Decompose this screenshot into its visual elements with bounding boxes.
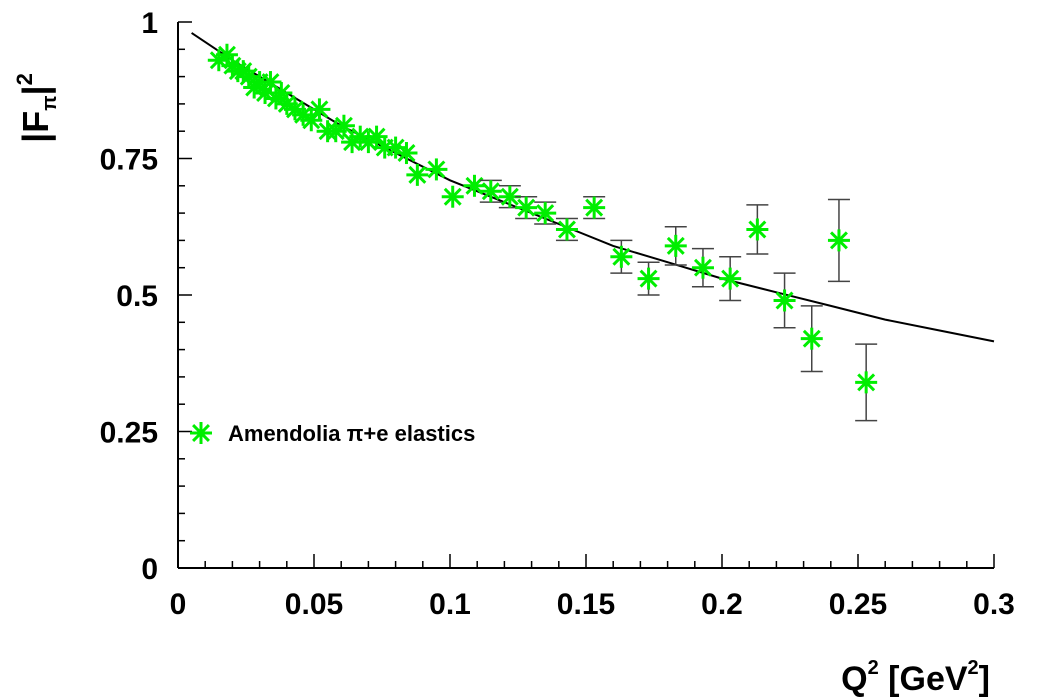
marker-stroke <box>500 187 519 206</box>
y-axis-title-sub: π <box>39 95 61 110</box>
marker-stroke <box>302 111 321 130</box>
marker-stroke <box>386 138 405 157</box>
legend-label: Amendolia π+e elastics <box>228 421 475 446</box>
data-point <box>441 185 464 208</box>
marker-stroke <box>802 329 821 348</box>
data-point <box>534 201 557 225</box>
axis-tick-labels: 0 0.05 0.1 0.15 0.2 0.25 0.3 0 0.25 0.5 0.75 1 <box>100 7 1015 621</box>
x-tick-label: 0.05 <box>285 588 343 621</box>
data-point <box>610 239 633 274</box>
x-axis-title-unit-close: ] <box>979 660 990 697</box>
x-tick-label: 0 <box>170 588 187 621</box>
data-point <box>406 163 429 186</box>
marker-stroke <box>285 100 304 119</box>
data-point <box>800 305 823 373</box>
marker-stroke <box>443 187 462 206</box>
marker-stroke <box>217 45 236 64</box>
legend-marker <box>190 422 212 444</box>
data-point <box>719 256 742 302</box>
y-axis-title-close: | <box>15 85 57 95</box>
y-axis-title-open: |F <box>15 111 57 143</box>
data-point <box>463 174 486 197</box>
y-tick-label: 0 <box>141 553 158 586</box>
data-point <box>395 142 418 165</box>
marker-stroke <box>612 247 631 266</box>
data-point <box>637 261 660 296</box>
x-axis-title-base: Q <box>841 660 867 697</box>
data-point <box>425 158 448 181</box>
fit-curve <box>191 32 995 343</box>
marker-stroke <box>748 220 767 239</box>
marker-stroke <box>666 236 685 255</box>
marker-stroke <box>721 269 740 288</box>
x-tick-label: 0.25 <box>829 588 887 621</box>
marker-stroke <box>427 160 446 179</box>
data-point <box>855 343 878 422</box>
data-point <box>332 114 355 137</box>
x-tick-label: 0.15 <box>557 588 615 621</box>
data-point <box>308 98 331 121</box>
data-point <box>479 179 502 203</box>
marker-stroke <box>272 83 291 102</box>
x-axis-title-unit: [GeV <box>879 660 968 697</box>
data-point <box>773 272 796 329</box>
data-point <box>555 217 578 242</box>
marker-stroke <box>277 94 296 113</box>
y-axis-title-sup: 2 <box>12 73 37 85</box>
data-point <box>583 195 606 220</box>
marker-stroke <box>465 176 484 195</box>
y-axis-title: |Fπ|2 <box>12 73 61 143</box>
marker-stroke <box>829 231 848 250</box>
data-point <box>827 198 850 283</box>
x-tick-label: 0.1 <box>429 588 471 621</box>
marker-stroke <box>408 165 427 184</box>
x-axis-title-unit-sup: 2 <box>968 657 979 679</box>
marker-stroke <box>857 373 876 392</box>
y-tick-label: 0.75 <box>100 144 158 177</box>
data-points <box>207 43 878 422</box>
data-point <box>498 185 521 209</box>
marker-stroke <box>294 105 313 124</box>
marker-stroke <box>693 258 712 277</box>
marker-stroke <box>481 182 500 201</box>
x-tick-label: 0.3 <box>973 588 1015 621</box>
data-point <box>664 226 687 266</box>
marker-stroke <box>367 127 386 146</box>
data-point <box>515 195 538 220</box>
marker-stroke <box>775 291 794 310</box>
marker-stroke <box>261 73 280 92</box>
x-axis-title: Q2 [GeV2] <box>841 657 990 697</box>
marker-stroke <box>192 424 210 442</box>
data-point <box>746 204 769 255</box>
marker-stroke <box>557 220 576 239</box>
x-axis-title-sup: 2 <box>868 657 879 679</box>
legend: Amendolia π+e elastics <box>190 421 475 446</box>
x-tick-label: 0.2 <box>701 588 743 621</box>
marker-stroke <box>639 269 658 288</box>
y-tick-label: 0.25 <box>100 417 158 450</box>
y-tick-label: 0.5 <box>116 280 158 313</box>
data-point <box>691 247 714 288</box>
marker-stroke <box>585 198 604 217</box>
marker-stroke <box>351 127 370 146</box>
marker-stroke <box>517 198 536 217</box>
axis-ticks <box>177 21 995 569</box>
marker-stroke <box>536 204 555 223</box>
marker-stroke <box>334 116 353 135</box>
y-tick-label: 1 <box>141 7 158 40</box>
marker-stroke <box>397 144 416 163</box>
marker-stroke <box>239 67 258 86</box>
marker-stroke <box>310 100 329 119</box>
fit-curve-line <box>191 32 995 343</box>
